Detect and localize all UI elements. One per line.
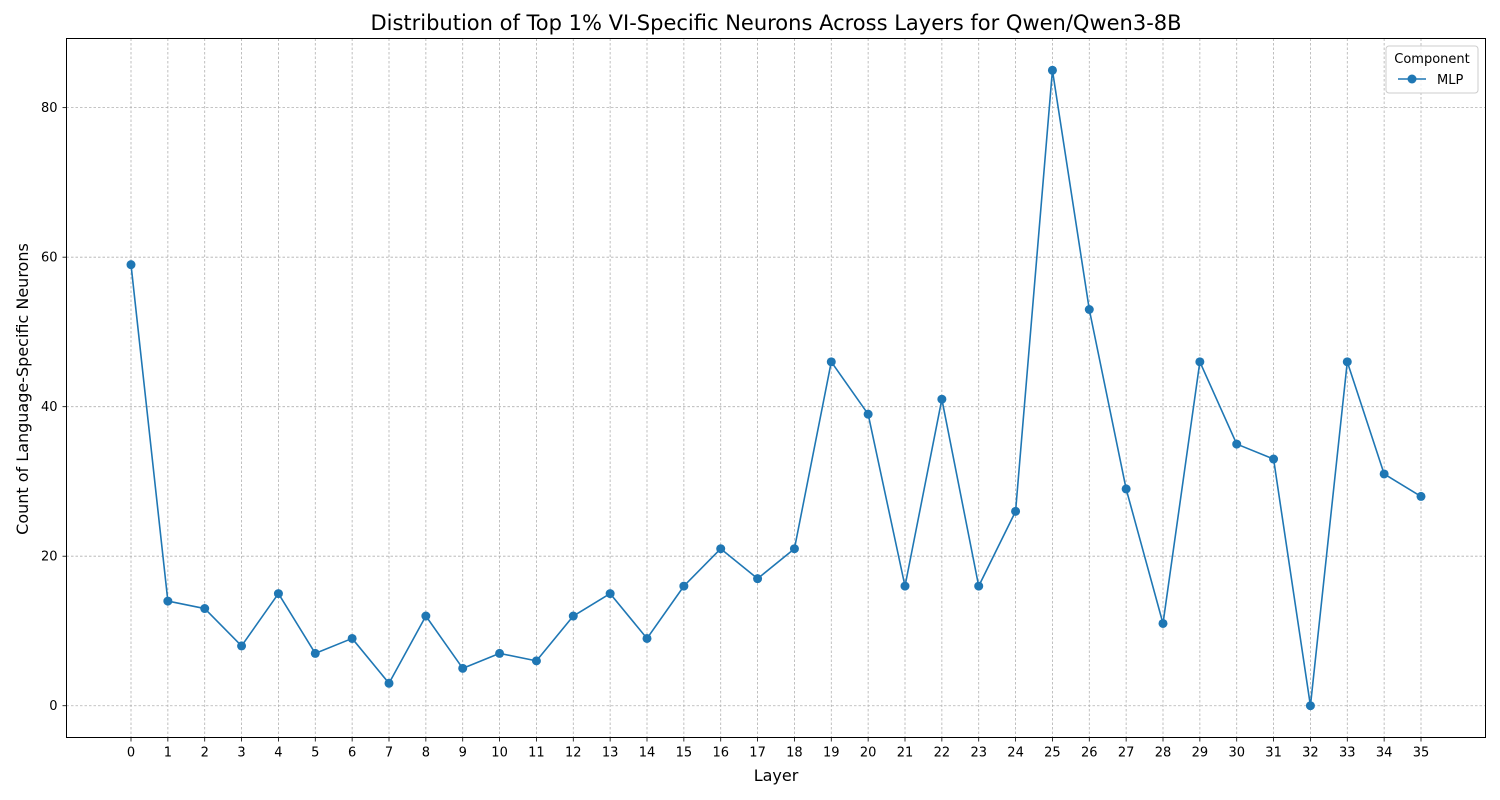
data-point <box>495 648 505 658</box>
x-tick-label: 15 <box>676 746 693 761</box>
chart-title: Distribution of Top 1% VI-Specific Neuro… <box>370 11 1181 35</box>
x-tick-label: 6 <box>348 746 356 761</box>
x-tick-label: 22 <box>934 746 951 761</box>
x-tick-label: 29 <box>1192 746 1209 761</box>
x-tick-label: 3 <box>237 746 245 761</box>
data-point <box>1416 491 1426 501</box>
x-tick-label: 31 <box>1265 746 1282 761</box>
x-tick-label: 0 <box>127 746 135 761</box>
x-tick-label: 25 <box>1044 746 1061 761</box>
data-point <box>1047 65 1057 75</box>
x-tick-label: 34 <box>1376 746 1393 761</box>
grid <box>66 38 1486 738</box>
x-tick-label: 1 <box>164 746 172 761</box>
data-point <box>1305 701 1315 711</box>
x-tick-label: 17 <box>749 746 766 761</box>
data-point <box>237 641 247 651</box>
y-axis-label: Count of Language-Specific Neurons <box>13 243 32 535</box>
x-tick-label: 8 <box>422 746 430 761</box>
x-tick-label: 4 <box>274 746 282 761</box>
data-point <box>1195 357 1205 367</box>
x-tick-label: 12 <box>565 746 582 761</box>
x-tick-label: 30 <box>1228 746 1245 761</box>
x-axis-label: Layer <box>754 766 799 785</box>
x-tick-label: 9 <box>459 746 467 761</box>
x-tick-label: 23 <box>970 746 987 761</box>
x-tick-label: 11 <box>528 746 545 761</box>
x-tick-label: 19 <box>823 746 840 761</box>
data-point <box>273 589 283 599</box>
x-axis-ticks: 0 1 2 3 4 5 6 7 8 9 10 11 12 13 14 15 16 17 18 19 20 21 22 23 24… <box>127 737 1430 761</box>
data-point <box>716 544 726 554</box>
x-tick-label: 14 <box>639 746 656 761</box>
data-point <box>605 589 615 599</box>
x-tick-label: 13 <box>602 746 619 761</box>
x-tick-label: 27 <box>1118 746 1135 761</box>
x-tick-label: 24 <box>1007 746 1024 761</box>
y-tick-label: 0 <box>49 699 57 714</box>
data-point <box>937 394 947 404</box>
data-point <box>679 581 689 591</box>
legend-marker-swatch <box>1407 74 1417 84</box>
data-point <box>568 611 578 621</box>
data-point <box>1379 469 1389 479</box>
plot-frame <box>66 38 1486 738</box>
data-point <box>1158 618 1168 628</box>
data-point <box>531 656 541 666</box>
y-axis-ticks: 0 20 40 60 80 <box>41 101 67 714</box>
x-tick-label: 18 <box>786 746 803 761</box>
x-tick-label: 28 <box>1155 746 1172 761</box>
x-tick-label: 32 <box>1302 746 1319 761</box>
data-point <box>900 581 910 591</box>
x-tick-label: 35 <box>1413 746 1430 761</box>
x-tick-label: 5 <box>311 746 319 761</box>
data-point <box>1121 484 1131 494</box>
x-tick-label: 26 <box>1081 746 1098 761</box>
x-tick-label: 33 <box>1339 746 1356 761</box>
data-point <box>1342 357 1352 367</box>
data-point <box>826 357 836 367</box>
data-point <box>458 663 468 673</box>
x-tick-label: 10 <box>491 746 508 761</box>
x-tick-label: 21 <box>897 746 914 761</box>
data-point <box>1232 439 1242 449</box>
data-point <box>863 409 873 419</box>
legend-entry-mlp: MLP <box>1437 73 1463 88</box>
data-point <box>200 604 210 614</box>
data-point <box>163 596 173 606</box>
series-line-mlp <box>130 69 1422 707</box>
legend: Component MLP <box>1385 45 1479 94</box>
y-tick-label: 80 <box>41 101 58 116</box>
x-tick-label: 20 <box>860 746 877 761</box>
y-tick-label: 20 <box>41 550 58 565</box>
data-point <box>753 574 763 584</box>
legend-title: Component <box>1394 52 1469 67</box>
y-tick-label: 60 <box>41 251 58 266</box>
data-point <box>974 581 984 591</box>
series-layer <box>126 65 1426 711</box>
data-point <box>1269 454 1279 464</box>
data-point <box>126 260 136 270</box>
data-point <box>789 544 799 554</box>
x-tick-label: 16 <box>712 746 729 761</box>
data-point <box>310 648 320 658</box>
x-tick-label: 2 <box>201 746 209 761</box>
data-point <box>1084 305 1094 315</box>
y-tick-label: 40 <box>41 400 58 415</box>
data-point <box>642 633 652 643</box>
data-point <box>384 678 394 688</box>
data-point <box>347 633 357 643</box>
x-tick-label: 7 <box>385 746 393 761</box>
data-point <box>1011 506 1021 516</box>
data-point <box>421 611 431 621</box>
